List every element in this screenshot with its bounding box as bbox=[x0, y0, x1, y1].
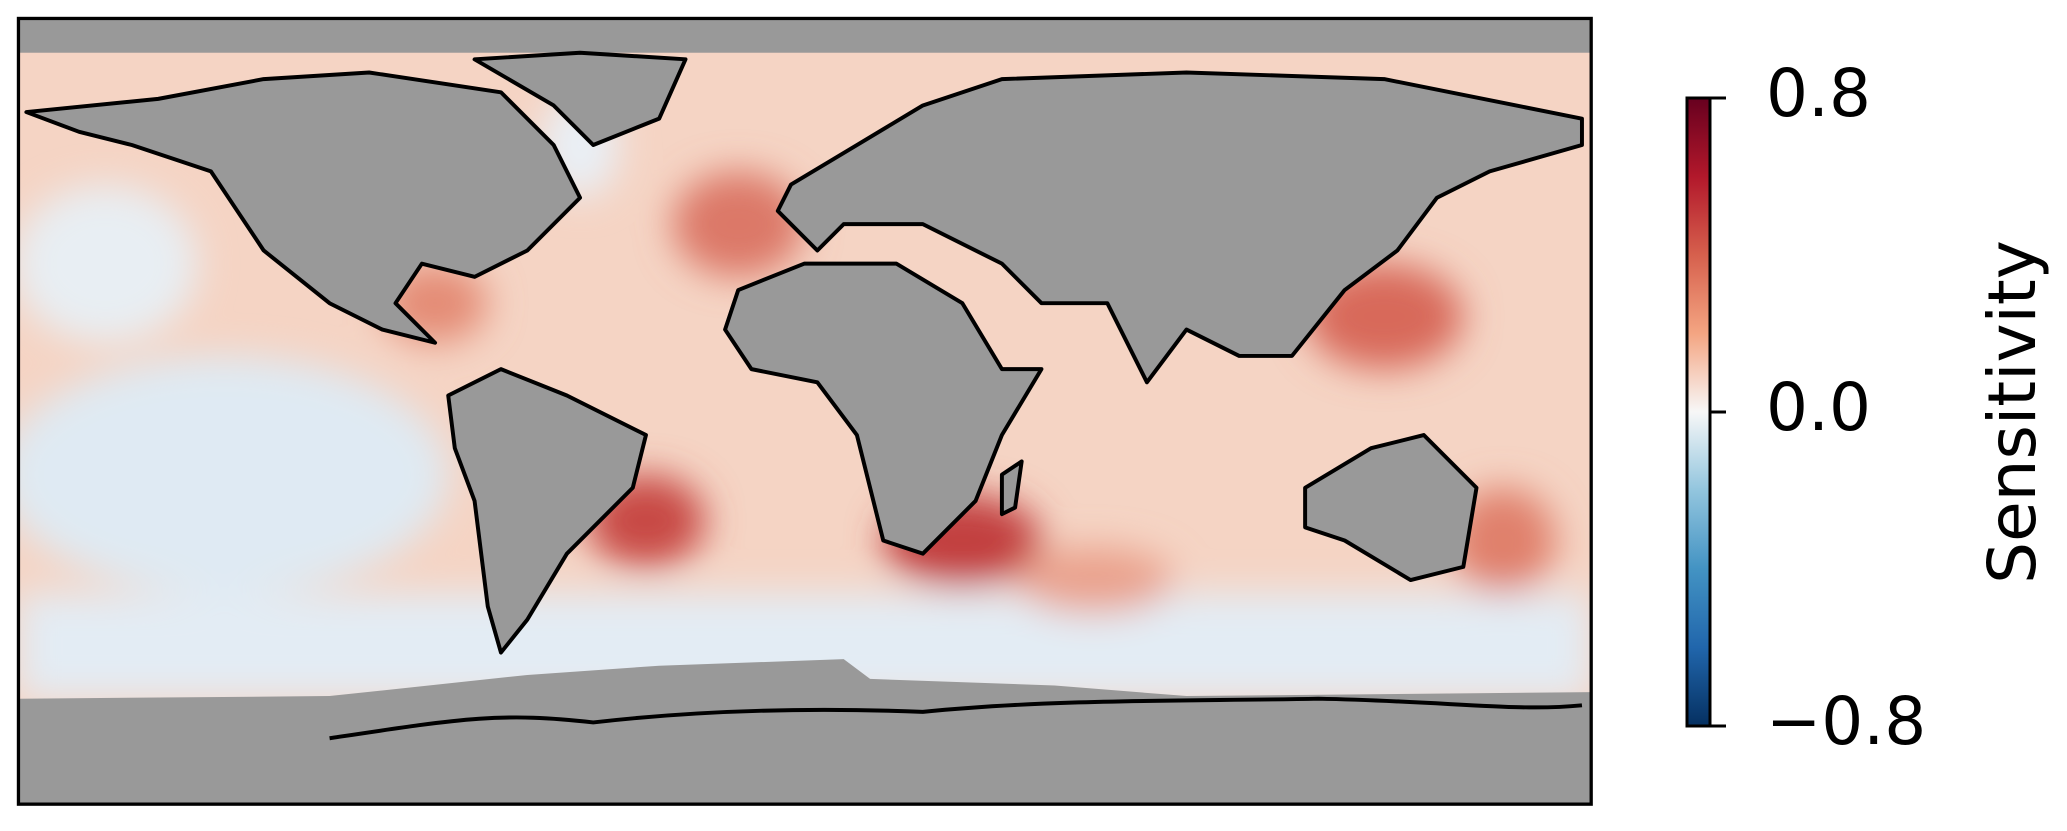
map bbox=[16, 16, 1593, 806]
no-data bbox=[18, 18, 1592, 53]
map-frame bbox=[16, 16, 1593, 806]
ocean-pattern bbox=[18, 92, 1592, 699]
colorbar-tick-label: 0.8 bbox=[1766, 55, 1871, 132]
colorbar-tick-label: 0.0 bbox=[1766, 369, 1871, 446]
coastline bbox=[329, 696, 1583, 741]
antarctica bbox=[18, 659, 1592, 805]
continents bbox=[24, 50, 1584, 655]
colorbar-tick-label: −0.8 bbox=[1766, 683, 1926, 760]
colorbar bbox=[1685, 96, 1712, 728]
colorbar-label: Sensitivity bbox=[1974, 240, 2051, 584]
